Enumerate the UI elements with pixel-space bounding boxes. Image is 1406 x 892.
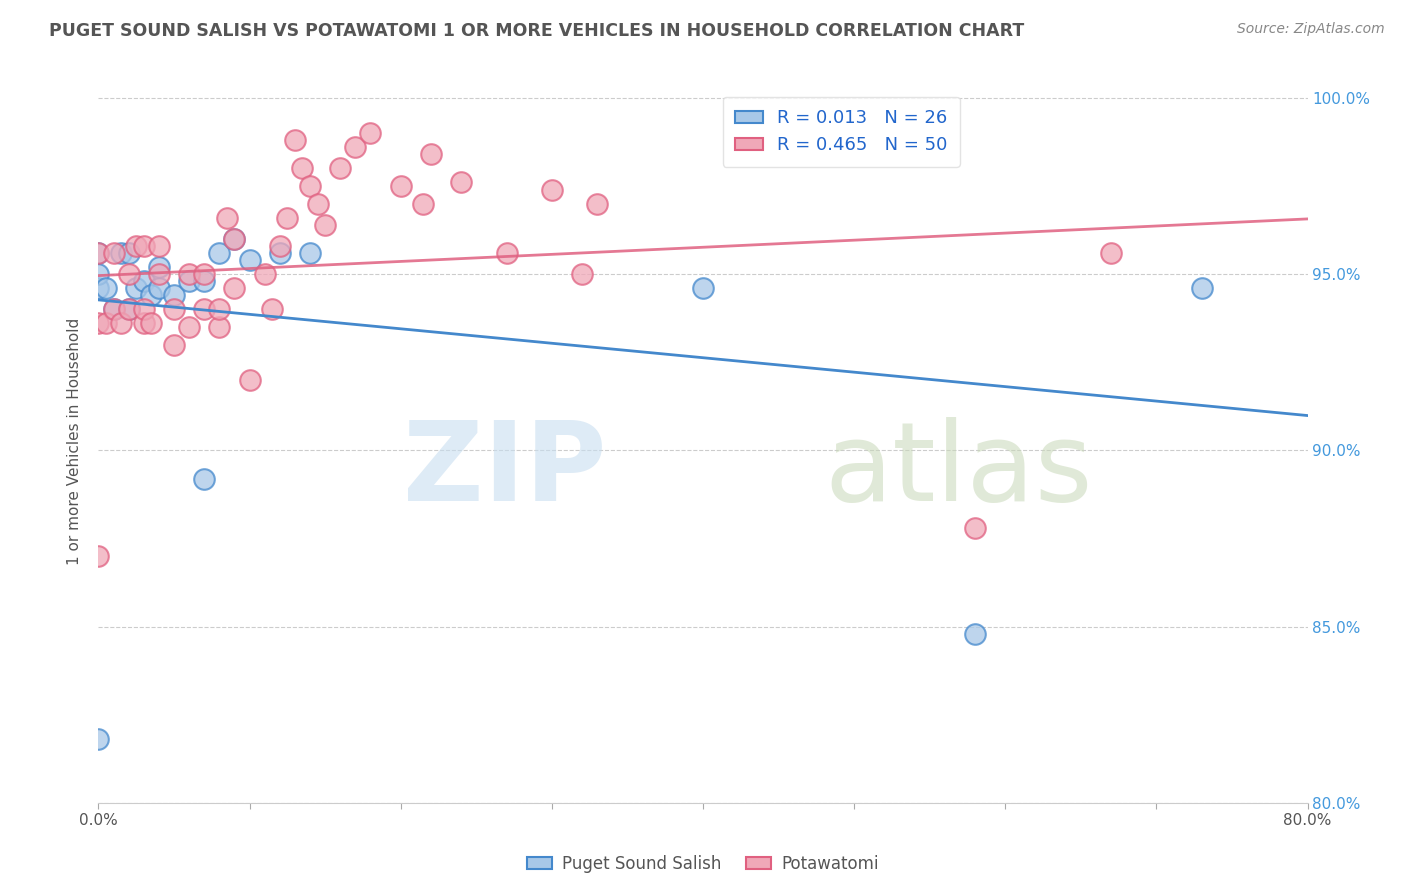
Point <box>299 179 322 194</box>
Point <box>132 317 155 331</box>
Point <box>495 246 517 260</box>
Point <box>276 211 298 225</box>
Point <box>389 179 412 194</box>
Point <box>208 302 231 317</box>
Point <box>179 320 201 334</box>
Point <box>412 196 434 211</box>
Point <box>87 549 110 563</box>
Point <box>224 232 246 246</box>
Point <box>692 281 714 295</box>
Point <box>163 288 186 302</box>
Point <box>329 161 352 176</box>
Point <box>314 218 336 232</box>
Point <box>163 302 186 317</box>
Point <box>1099 246 1122 260</box>
Point <box>87 246 110 260</box>
Point <box>307 196 329 211</box>
Point <box>208 246 231 260</box>
Point <box>110 246 132 260</box>
Point <box>586 196 609 211</box>
Point <box>291 161 314 176</box>
Text: PUGET SOUND SALISH VS POTAWATOMI 1 OR MORE VEHICLES IN HOUSEHOLD CORRELATION CHA: PUGET SOUND SALISH VS POTAWATOMI 1 OR MO… <box>49 22 1025 40</box>
Point <box>239 253 262 268</box>
Point <box>193 274 215 288</box>
Point <box>141 288 163 302</box>
Point <box>215 211 238 225</box>
Point <box>118 246 141 260</box>
Point <box>87 317 110 331</box>
Point <box>965 521 987 535</box>
Point <box>224 232 246 246</box>
Point <box>148 260 170 274</box>
Point <box>87 246 110 260</box>
Point <box>103 302 125 317</box>
Point <box>1191 281 1213 295</box>
Point <box>269 239 291 253</box>
Point <box>94 317 117 331</box>
Point <box>253 267 276 281</box>
Point <box>103 246 125 260</box>
Point <box>571 267 593 281</box>
Text: ZIP: ZIP <box>404 417 606 524</box>
Point <box>344 140 367 154</box>
Point <box>94 281 117 295</box>
Point <box>163 337 186 351</box>
Point <box>125 239 148 253</box>
Point <box>420 147 443 161</box>
Point <box>118 267 141 281</box>
Point <box>148 281 170 295</box>
Legend: Puget Sound Salish, Potawatomi: Puget Sound Salish, Potawatomi <box>520 848 886 880</box>
Point <box>965 626 987 640</box>
Point <box>148 239 170 253</box>
Point <box>141 317 163 331</box>
Point <box>299 246 322 260</box>
Point <box>262 302 284 317</box>
Point <box>284 133 307 147</box>
Point <box>118 302 141 317</box>
Point <box>540 182 562 196</box>
Legend: R = 0.013   N = 26, R = 0.465   N = 50: R = 0.013 N = 26, R = 0.465 N = 50 <box>723 96 960 167</box>
Point <box>125 281 148 295</box>
Point <box>179 274 201 288</box>
Point <box>87 732 110 747</box>
Point <box>269 246 291 260</box>
Text: atlas: atlas <box>824 417 1092 524</box>
Point <box>224 281 246 295</box>
Point <box>103 302 125 317</box>
Point <box>110 317 132 331</box>
Point <box>193 267 215 281</box>
Point <box>239 373 262 387</box>
Text: Source: ZipAtlas.com: Source: ZipAtlas.com <box>1237 22 1385 37</box>
Point <box>87 281 110 295</box>
Point <box>208 320 231 334</box>
Point <box>193 302 215 317</box>
Point <box>193 471 215 485</box>
Point <box>87 267 110 281</box>
Point <box>132 239 155 253</box>
Point <box>132 274 155 288</box>
Point <box>148 267 170 281</box>
Point <box>118 302 141 317</box>
Point <box>132 302 155 317</box>
Point <box>179 267 201 281</box>
Point <box>360 126 382 140</box>
Y-axis label: 1 or more Vehicles in Household: 1 or more Vehicles in Household <box>67 318 83 566</box>
Point <box>450 176 472 190</box>
